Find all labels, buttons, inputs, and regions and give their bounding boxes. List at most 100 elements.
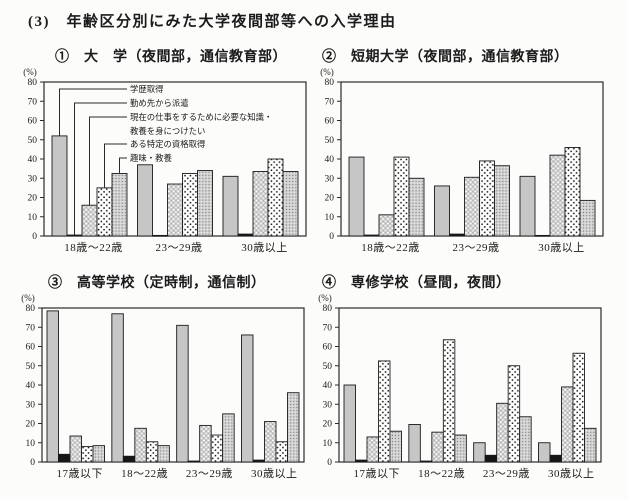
bar	[454, 434, 467, 463]
bar	[442, 339, 456, 463]
y-tick-label: 70	[325, 97, 335, 107]
bar	[496, 402, 509, 463]
y-tick-label: 0	[329, 232, 334, 242]
y-tick-label: 40	[26, 381, 36, 391]
x-category-label: 18～22歳	[418, 467, 465, 480]
bar	[464, 176, 480, 237]
bar	[584, 427, 597, 463]
university-bar-chart: (%) 0 10 20 30 40 50 60 70 80 学歴取得勤め先から派遣現在の仕事をするた…	[23, 67, 307, 254]
y-tick-label: 20	[323, 420, 333, 430]
chart-title-junior-college: ② 短期大学（夜間部，通信教育部）	[322, 50, 569, 65]
bar	[534, 234, 551, 237]
y-tick-label: 70	[28, 97, 38, 107]
y-tick-label: 50	[323, 362, 333, 372]
y-tick-label: 50	[28, 136, 38, 146]
y-tick-label: 30	[325, 174, 335, 184]
y-tick-label: 20	[26, 420, 36, 430]
y-tick-label: 10	[323, 439, 333, 449]
bar	[167, 183, 183, 237]
bar	[393, 156, 410, 237]
bar	[363, 234, 380, 237]
bar	[408, 177, 425, 237]
bar	[222, 175, 239, 237]
bar	[561, 386, 574, 463]
y-tick-label: 60	[325, 117, 335, 127]
bar	[111, 172, 128, 237]
y-tick-label: 10	[26, 439, 36, 449]
bar	[572, 352, 585, 463]
chart-title-university: ① 大 学（夜間部，通信教育部）	[55, 50, 287, 65]
y-tick-label: 70	[323, 323, 333, 333]
y-tick-label: 30	[26, 400, 36, 410]
bar	[408, 424, 421, 463]
x-category-label: 30歳以上	[241, 241, 288, 254]
bar	[69, 435, 82, 463]
bar	[111, 313, 124, 463]
y-tick-label: 20	[28, 194, 38, 204]
bar	[222, 413, 235, 463]
legend-item-label: 勤め先から派遣	[130, 98, 189, 108]
bar	[564, 146, 581, 237]
bar	[343, 384, 356, 463]
legend-leader-line	[104, 143, 127, 188]
y-tick-label: 70	[26, 323, 36, 333]
bar	[81, 446, 94, 463]
y-axis-unit-label: (%)	[23, 67, 37, 77]
x-category-label: 30歳以上	[251, 467, 298, 480]
bar	[199, 424, 212, 463]
bar	[494, 165, 510, 237]
legend-item-label: ある特定の資格取得	[130, 139, 205, 149]
bar	[176, 324, 189, 463]
y-tick-label: 40	[28, 155, 38, 165]
legend-leader-line	[89, 116, 127, 206]
bar	[252, 459, 265, 463]
high-school-bar-chart: (%) 0 10 20 30 40 50 60 70 80 17歳以下 18～22歳 23～29歳 30歳…	[21, 293, 305, 480]
bar	[366, 436, 379, 463]
junior-college-bar-chart: (%) 0 10 20 30 40 50 60 70 80 18歳～22歳 23～29歳 30歳以上	[320, 67, 604, 254]
bar	[484, 454, 498, 463]
y-axis-unit-label: (%)	[21, 293, 35, 303]
y-tick-label: 60	[26, 343, 36, 353]
x-category-label: 18歳～22歳	[64, 241, 123, 254]
y-tick-label: 10	[325, 213, 335, 223]
bar	[157, 445, 170, 463]
x-category-label: 30歳以上	[548, 467, 595, 480]
legend-item-label: 教養を身につけたい	[130, 126, 205, 136]
chart-title-high-school: ③ 高等学校（定時制，通信制）	[48, 276, 266, 291]
bar	[210, 434, 224, 463]
bar	[134, 427, 147, 463]
y-tick-label: 30	[323, 400, 333, 410]
chart-title-vocational: ④ 専修学校（昼間，夜間）	[322, 276, 511, 291]
bar	[549, 154, 566, 237]
x-category-label: 17歳以下	[57, 467, 104, 480]
bar	[287, 392, 300, 463]
y-tick-label: 50	[325, 136, 335, 146]
bar	[187, 460, 201, 463]
x-category-label: 30歳以上	[538, 241, 585, 254]
bar	[264, 421, 277, 463]
y-tick-label: 30	[28, 174, 38, 184]
bar	[579, 199, 596, 237]
bar	[81, 204, 98, 237]
y-tick-label: 40	[325, 155, 335, 165]
x-category-label: 23～29歳	[453, 241, 500, 254]
bar	[46, 310, 59, 463]
bar	[252, 171, 269, 237]
bar	[507, 365, 521, 463]
page-title: (3) 年齢区分別にみた大学夜間部等への入学理由	[28, 14, 397, 30]
bar	[355, 459, 368, 463]
y-tick-label: 60	[323, 343, 333, 353]
bar	[282, 171, 299, 237]
y-tick-label: 40	[323, 381, 333, 391]
bar	[348, 156, 365, 237]
bar	[378, 214, 395, 237]
bar	[51, 135, 68, 237]
bar	[66, 234, 83, 237]
y-tick-label: 60	[28, 117, 38, 127]
bar	[275, 441, 288, 463]
bar	[58, 453, 71, 463]
x-category-label: 17歳以下	[354, 467, 401, 480]
bar	[419, 460, 433, 463]
y-axis-unit-label: (%)	[320, 67, 334, 77]
